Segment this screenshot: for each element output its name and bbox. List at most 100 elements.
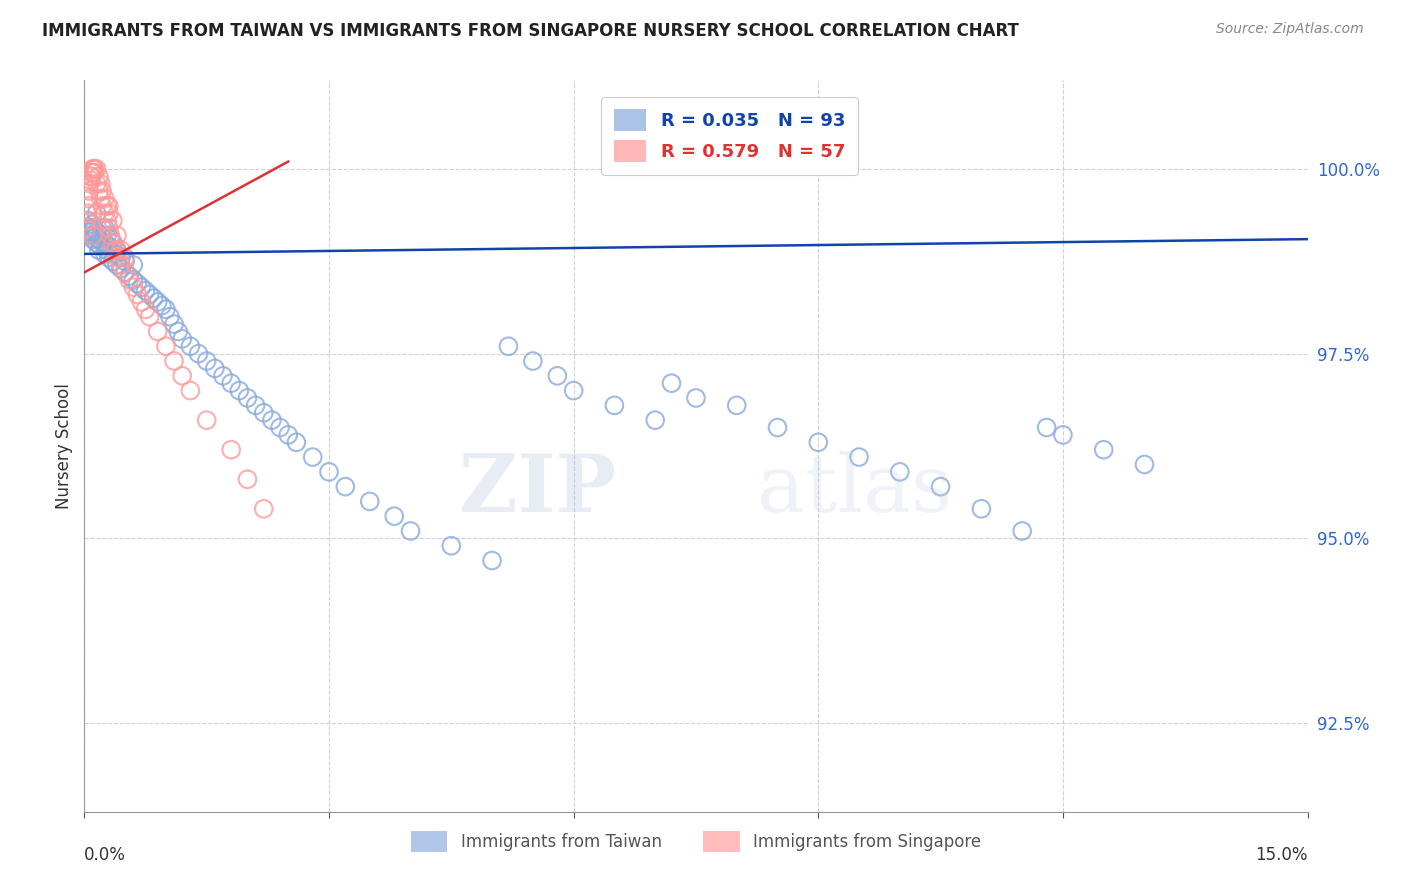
Point <box>82 232 104 246</box>
Point <box>93 235 115 250</box>
Point <box>97 239 120 253</box>
Point <box>1092 442 1115 457</box>
Point <box>204 361 226 376</box>
Point <box>318 465 340 479</box>
Point <box>122 280 145 294</box>
Point <box>96 228 118 243</box>
Point <box>110 244 132 258</box>
Point <box>93 247 115 261</box>
Point <box>172 332 194 346</box>
Point <box>118 268 141 283</box>
Point <box>179 384 201 398</box>
Point <box>260 413 283 427</box>
Point <box>87 169 110 184</box>
Point <box>122 258 145 272</box>
Point <box>172 368 194 383</box>
Point <box>87 232 110 246</box>
Point <box>228 384 250 398</box>
Point <box>75 221 97 235</box>
Point <box>86 177 108 191</box>
Text: IMMIGRANTS FROM TAIWAN VS IMMIGRANTS FROM SINGAPORE NURSERY SCHOOL CORRELATION C: IMMIGRANTS FROM TAIWAN VS IMMIGRANTS FRO… <box>42 22 1019 40</box>
Point <box>104 247 127 261</box>
Point <box>97 206 120 220</box>
Point <box>80 169 103 184</box>
Point <box>86 206 108 220</box>
Point <box>603 398 626 412</box>
Point <box>96 199 118 213</box>
Point <box>100 228 122 243</box>
Point <box>91 199 114 213</box>
Point <box>498 339 520 353</box>
Point <box>150 299 173 313</box>
Point <box>970 501 993 516</box>
Point <box>159 310 181 324</box>
Point <box>146 294 169 309</box>
Point <box>1052 428 1074 442</box>
Point <box>807 435 830 450</box>
Point <box>90 228 112 243</box>
Point <box>83 221 105 235</box>
Point <box>93 206 115 220</box>
Text: 15.0%: 15.0% <box>1256 847 1308 864</box>
Point <box>212 368 235 383</box>
Point <box>104 244 127 258</box>
Point <box>440 539 463 553</box>
Point <box>82 225 104 239</box>
Point <box>135 284 157 298</box>
Point <box>269 420 291 434</box>
Point <box>96 244 118 258</box>
Point <box>96 213 118 227</box>
Point <box>766 420 789 434</box>
Point <box>90 192 112 206</box>
Point <box>90 177 112 191</box>
Point <box>77 192 100 206</box>
Point <box>135 302 157 317</box>
Point <box>93 192 115 206</box>
Point <box>82 228 104 243</box>
Point <box>138 310 160 324</box>
Point <box>105 251 128 265</box>
Point <box>889 465 911 479</box>
Point <box>101 235 124 250</box>
Point <box>91 221 114 235</box>
Point <box>195 354 218 368</box>
Y-axis label: Nursery School: Nursery School <box>55 383 73 509</box>
Point <box>236 391 259 405</box>
Point <box>253 406 276 420</box>
Point <box>163 317 186 331</box>
Point <box>562 384 585 398</box>
Point <box>219 376 242 391</box>
Point <box>77 199 100 213</box>
Point <box>301 450 323 464</box>
Point <box>929 480 952 494</box>
Point <box>285 435 308 450</box>
Point <box>1035 420 1057 434</box>
Point <box>82 218 104 232</box>
Point <box>77 184 100 198</box>
Point <box>83 161 105 176</box>
Point <box>725 398 748 412</box>
Point <box>77 213 100 227</box>
Point <box>83 161 105 176</box>
Point <box>76 206 98 220</box>
Point <box>97 251 120 265</box>
Point <box>83 166 105 180</box>
Point <box>127 287 149 301</box>
Point <box>131 294 153 309</box>
Point <box>87 184 110 198</box>
Point <box>127 277 149 291</box>
Point <box>1133 458 1156 472</box>
Point <box>79 177 101 191</box>
Point <box>122 273 145 287</box>
Point <box>77 225 100 239</box>
Point <box>277 428 299 442</box>
Point <box>80 169 103 184</box>
Point <box>131 280 153 294</box>
Text: 0.0%: 0.0% <box>84 847 127 864</box>
Point <box>82 161 104 176</box>
Point <box>253 501 276 516</box>
Point <box>382 509 405 524</box>
Point <box>195 413 218 427</box>
Point <box>87 244 110 258</box>
Point <box>80 228 103 243</box>
